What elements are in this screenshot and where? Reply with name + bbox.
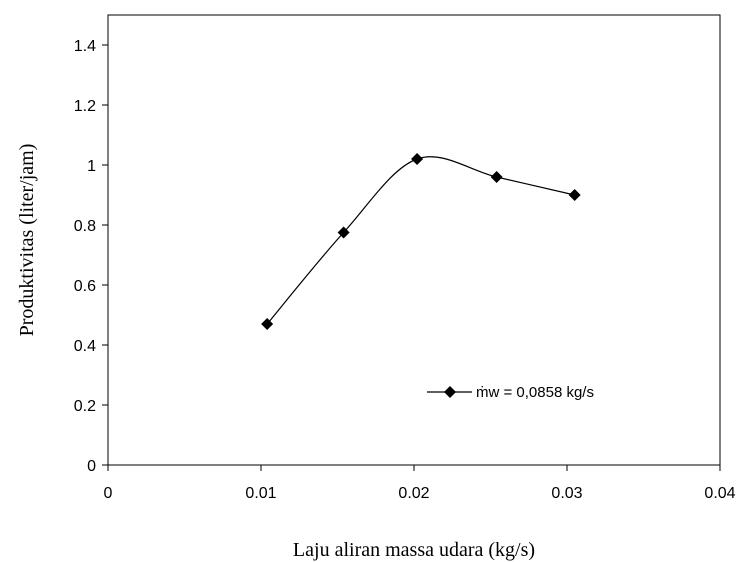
y-tick-label: 1.4 (74, 38, 96, 55)
y-axis-title: Produktivitas (liter/jam) (16, 144, 38, 337)
plot-area (107, 14, 721, 466)
data-point-marker (337, 226, 350, 239)
legend: ṁw = 0,0858 kg/s (427, 384, 594, 401)
series-line (266, 156, 575, 325)
x-axis: 0 0.01 0.02 0.03 0.04 (104, 465, 736, 502)
y-tick-label: 0.6 (74, 278, 96, 295)
x-axis-title: Laju aliran massa udara (kg/s) (293, 539, 535, 561)
y-tick-label: 0.2 (74, 398, 96, 415)
y-tick-label: 0 (87, 458, 96, 475)
data-point-marker (568, 189, 581, 201)
x-tick-label: 0.04 (704, 485, 735, 502)
legend-marker (444, 386, 456, 398)
y-tick-label: 0.4 (74, 338, 96, 355)
y-tick-label: 0.8 (74, 218, 96, 235)
data-point-marker (411, 153, 424, 165)
data-point-marker (261, 318, 274, 330)
legend-label: ṁw = 0,0858 kg/s (476, 384, 594, 401)
y-tick-label: 1.2 (74, 98, 96, 115)
x-tick-label: 0.01 (245, 485, 276, 502)
y-axis: 0 0.2 0.4 0.6 0.8 1 1.2 1.4 (74, 38, 108, 475)
series-markers (261, 153, 581, 330)
x-tick-label: 0 (104, 485, 113, 502)
data-point-marker (490, 171, 503, 183)
x-tick-label: 0.03 (551, 485, 582, 502)
x-tick-label: 0.02 (398, 485, 429, 502)
y-tick-label: 1 (87, 158, 96, 175)
